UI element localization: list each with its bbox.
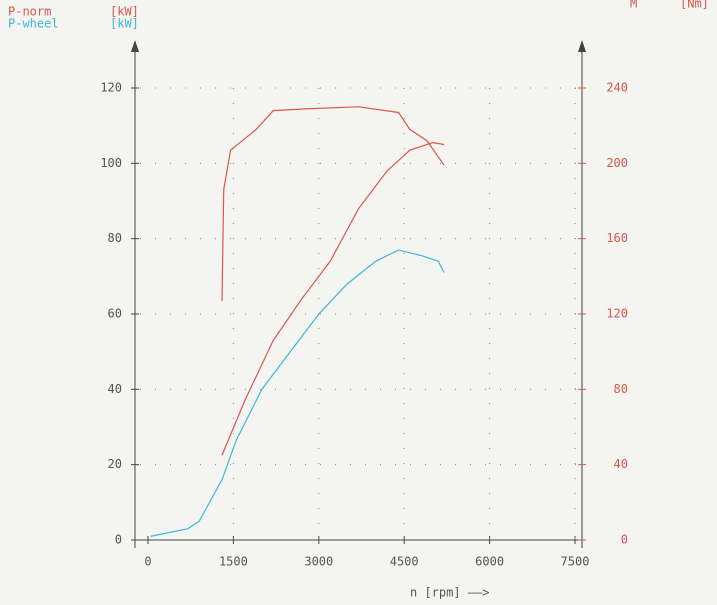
y-tick-label: 40 (108, 382, 122, 396)
y2-tick-label: 80 (614, 382, 628, 396)
legend-label: P-wheel (8, 17, 59, 31)
series-line (221, 142, 445, 456)
legend-unit: [kW] (110, 17, 139, 31)
y-tick-label: 120 (100, 81, 122, 95)
y2-tick-label: 240 (606, 81, 628, 95)
y-tick-label: 80 (108, 231, 122, 245)
y2-tick-label: 200 (606, 156, 628, 170)
y2-tick-label: 0 (621, 533, 628, 547)
x-axis-label: n [rpm] ——> (410, 586, 489, 600)
y-tick-label: 20 (108, 457, 122, 471)
x-tick-label: 3000 (304, 555, 333, 569)
y-arrow (131, 40, 139, 52)
y-tick-label: 60 (108, 307, 122, 321)
series-line (150, 249, 445, 537)
y2-tick-label: 120 (606, 307, 628, 321)
y-tick-label: 0 (115, 533, 122, 547)
y2-tick-label: 160 (606, 231, 628, 245)
y-tick-label: 100 (100, 156, 122, 170)
y2-arrow (578, 40, 586, 52)
legend-unit: [Nm] (680, 0, 709, 11)
x-tick-label: 4500 (390, 555, 419, 569)
x-tick-label: 7500 (561, 555, 590, 569)
x-tick-label: 1500 (219, 555, 248, 569)
legend-unit: [kW] (110, 5, 139, 19)
x-tick-label: 0 (144, 555, 151, 569)
legend-label: P-norm (8, 5, 51, 19)
y2-tick-label: 40 (614, 457, 628, 471)
series-line (221, 106, 445, 301)
x-tick-label: 6000 (475, 555, 504, 569)
legend-label: M (630, 0, 637, 11)
